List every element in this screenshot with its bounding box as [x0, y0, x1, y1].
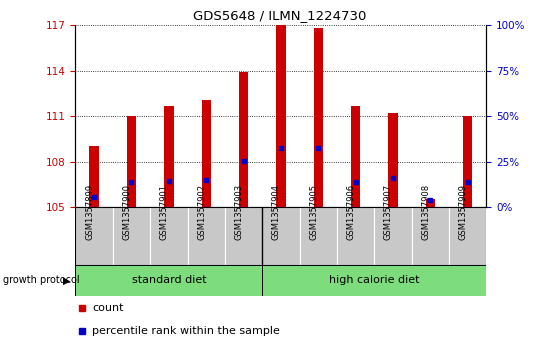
Text: growth protocol: growth protocol — [3, 276, 79, 285]
Text: GSM1357905: GSM1357905 — [309, 184, 318, 240]
Bar — [389, 113, 397, 207]
Bar — [314, 28, 323, 207]
Bar — [337, 207, 375, 265]
Bar — [375, 207, 411, 265]
Bar — [239, 72, 248, 207]
Text: GDS5648 / ILMN_1224730: GDS5648 / ILMN_1224730 — [193, 9, 366, 22]
Text: GSM1357899: GSM1357899 — [85, 183, 94, 240]
Bar — [164, 106, 173, 207]
Text: GSM1357903: GSM1357903 — [235, 183, 244, 240]
Text: ▶: ▶ — [63, 276, 71, 285]
Text: standard diet: standard diet — [131, 276, 206, 285]
Bar — [225, 207, 262, 265]
Text: GSM1357906: GSM1357906 — [347, 183, 356, 240]
Text: GSM1357900: GSM1357900 — [122, 184, 131, 240]
Bar — [300, 207, 337, 265]
Bar — [75, 265, 262, 296]
Bar — [463, 116, 472, 207]
Text: GSM1357908: GSM1357908 — [421, 183, 430, 240]
Text: high calorie diet: high calorie diet — [329, 276, 419, 285]
Text: GSM1357904: GSM1357904 — [272, 184, 281, 240]
Bar — [187, 207, 225, 265]
Text: percentile rank within the sample: percentile rank within the sample — [92, 326, 280, 336]
Bar — [127, 116, 136, 207]
Bar — [425, 199, 435, 207]
Bar — [351, 106, 360, 207]
Bar — [113, 207, 150, 265]
Text: GSM1357907: GSM1357907 — [384, 183, 393, 240]
Bar — [202, 99, 211, 207]
Bar — [411, 207, 449, 265]
Text: GSM1357901: GSM1357901 — [160, 184, 169, 240]
Bar — [262, 207, 300, 265]
Bar — [262, 265, 505, 296]
Text: count: count — [92, 303, 124, 313]
Bar — [276, 25, 286, 207]
Bar — [449, 207, 486, 265]
Bar — [150, 207, 187, 265]
Bar — [75, 207, 113, 265]
Text: GSM1357902: GSM1357902 — [197, 184, 206, 240]
Bar — [89, 146, 99, 207]
Text: GSM1357909: GSM1357909 — [458, 184, 468, 240]
